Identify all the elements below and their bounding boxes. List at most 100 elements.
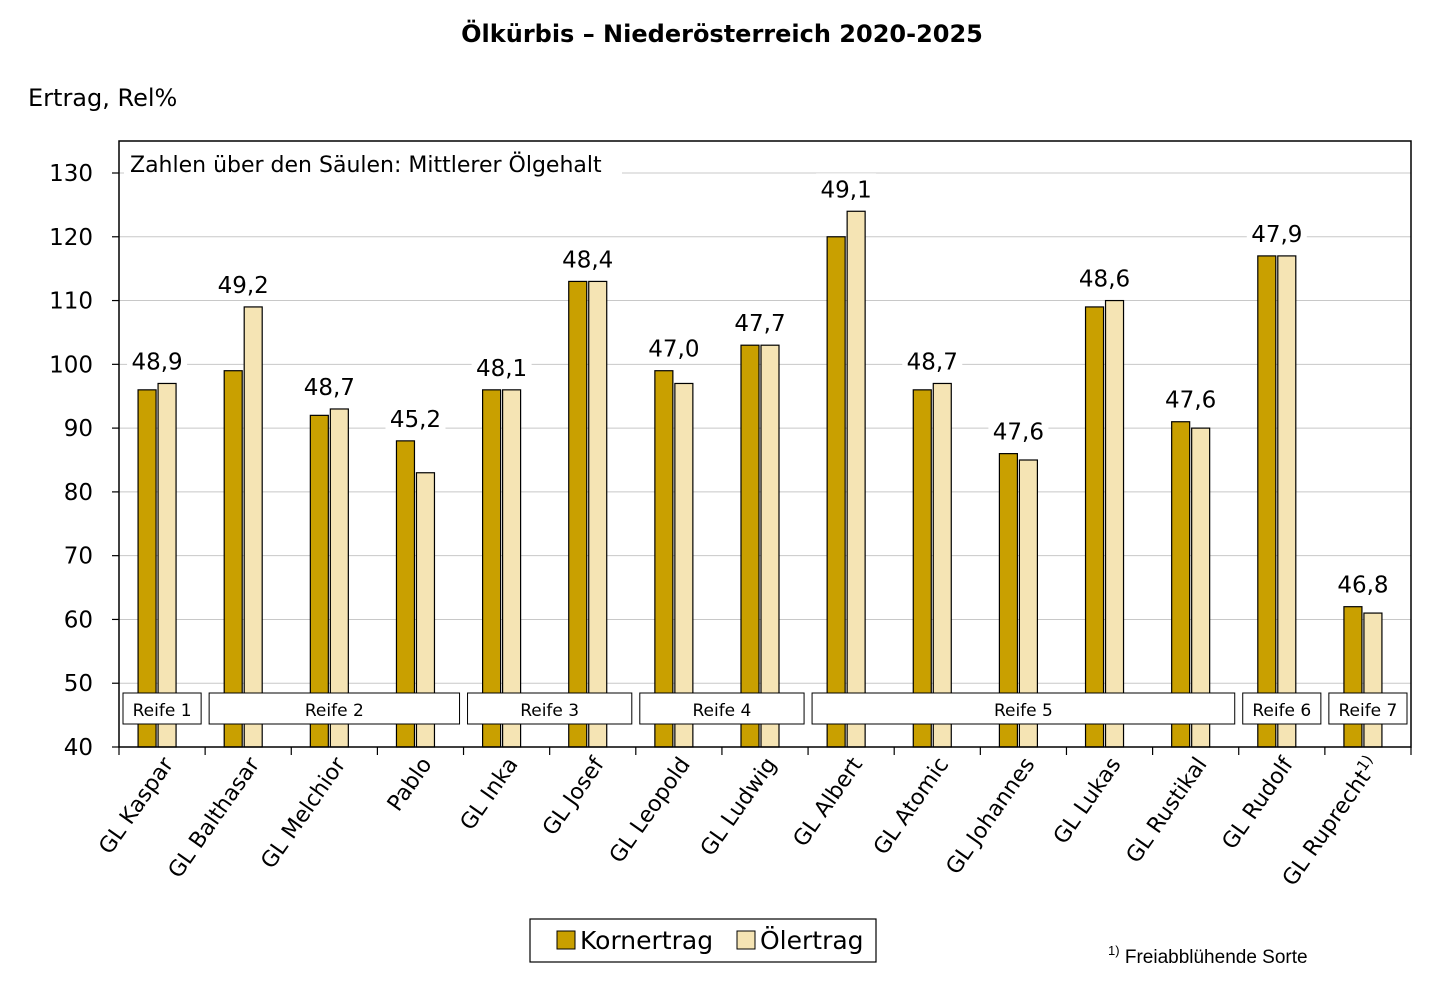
footnote-marker: 1) bbox=[1108, 943, 1120, 958]
oil-label-bg-4 bbox=[471, 351, 532, 382]
category-label-8: GL Albert bbox=[789, 753, 869, 852]
oil-label-5: 48,4 bbox=[562, 247, 613, 273]
category-label-7: GL Ludwig bbox=[696, 753, 782, 861]
oil-label-bg-8 bbox=[816, 173, 877, 204]
oil-label-1: 49,2 bbox=[218, 273, 269, 299]
oil-label-9: 48,7 bbox=[907, 349, 958, 375]
category-label-2: GL Melchior bbox=[256, 752, 351, 873]
x-axis bbox=[118, 747, 1412, 755]
bar-oelertrag-8 bbox=[846, 210, 866, 748]
category-label-5: GL Josef bbox=[538, 752, 610, 840]
oil-label-11: 48,6 bbox=[1079, 267, 1130, 293]
category-label-3: Pablo bbox=[383, 753, 437, 816]
oil-label-bg-6 bbox=[643, 332, 704, 363]
category-label-0: GL Kaspar bbox=[94, 752, 179, 859]
maturity-box-2 bbox=[208, 692, 461, 725]
category-label-13: GL Rudolf bbox=[1218, 752, 1300, 854]
oil-label-2: 48,7 bbox=[304, 375, 355, 401]
bar-oelertrag-5 bbox=[588, 280, 608, 748]
svg-text:1) Freiabblühende Sorte: 1) Freiabblühende Sorte bbox=[1108, 939, 1308, 968]
oil-label-8: 49,1 bbox=[821, 177, 872, 203]
maturity-box-1 bbox=[122, 692, 202, 725]
oil-label-bg-0 bbox=[127, 345, 188, 376]
category-label-11: GL Lukas bbox=[1049, 753, 1127, 849]
bar-kornertrag-5 bbox=[568, 280, 588, 748]
bar-oelertrag-1 bbox=[243, 306, 263, 748]
oil-content-labels: 48,9 49,2 48,7 45,2 48,1 48,4 47,0 47,7 49,1 48,7… bbox=[127, 173, 1393, 599]
bar-oelertrag-6 bbox=[674, 382, 694, 748]
oil-label-bg-2 bbox=[299, 370, 360, 401]
oil-label-13: 47,9 bbox=[1251, 222, 1302, 248]
category-label-4: GL Inka bbox=[456, 753, 524, 835]
oil-label-bg-11 bbox=[1074, 262, 1135, 293]
oil-label-0: 48,9 bbox=[131, 349, 182, 375]
y-tick-label-130: 130 bbox=[49, 161, 93, 187]
footnote: 1) Freiabblühende Sorte bbox=[1108, 939, 1308, 968]
maturity-label-2: Reife 2 bbox=[305, 701, 364, 721]
oil-label-12: 47,6 bbox=[1165, 388, 1216, 414]
maturity-label-7: Reife 7 bbox=[1338, 701, 1397, 721]
y-tick-label-70: 70 bbox=[64, 544, 93, 570]
annotation-text: Zahlen über den Säulen: Mittlerer Ölgeha… bbox=[130, 152, 602, 178]
oil-label-14: 46,8 bbox=[1337, 573, 1388, 599]
category-label-12: GL Rustikal bbox=[1122, 753, 1213, 868]
legend-swatch-kornertrag bbox=[556, 930, 576, 950]
y-tick-label-110: 110 bbox=[49, 289, 93, 315]
maturity-box-6 bbox=[1242, 692, 1322, 725]
maturity-box-7 bbox=[1328, 692, 1408, 725]
oil-label-10: 47,6 bbox=[993, 420, 1044, 446]
legend-label-oelertrag: Ölertrag bbox=[760, 926, 864, 955]
maturity-label-6: Reife 6 bbox=[1252, 701, 1311, 721]
oil-label-bg-5 bbox=[557, 243, 618, 274]
oil-label-7: 47,7 bbox=[734, 311, 785, 337]
bars bbox=[137, 210, 1383, 748]
bar-oelertrag-9 bbox=[932, 382, 952, 748]
maturity-label-1: Reife 1 bbox=[133, 701, 192, 721]
oil-label-3: 45,2 bbox=[390, 407, 441, 433]
oil-label-bg-7 bbox=[730, 307, 790, 338]
footnote-text: Freiabblühende Sorte bbox=[1125, 947, 1308, 968]
y-tick-label-80: 80 bbox=[64, 480, 93, 506]
category-label-6: GL Leopold bbox=[605, 753, 696, 868]
y-tick-label-40: 40 bbox=[64, 735, 93, 761]
bar-kornertrag-14 bbox=[1343, 606, 1363, 748]
oil-label-bg-1 bbox=[213, 268, 274, 299]
y-tick-label-90: 90 bbox=[64, 416, 93, 442]
category-label-1: GL Balthasar bbox=[164, 752, 266, 883]
legend-swatch-oelertrag bbox=[736, 930, 756, 950]
maturity-groups: Reife 1 Reife 2 Reife 3 Reife 4 Reife 5 Reife… bbox=[122, 692, 1408, 725]
maturity-label-3: Reife 3 bbox=[520, 701, 579, 721]
oil-label-bg-9 bbox=[902, 345, 963, 376]
bar-kornertrag-7 bbox=[740, 344, 760, 748]
bar-kornertrag-6 bbox=[654, 370, 674, 748]
bar-kornertrag-11 bbox=[1084, 306, 1105, 748]
y-tick-label-120: 120 bbox=[49, 225, 93, 251]
category-label-text-14: GL Ruprecht bbox=[1278, 765, 1376, 890]
category-label-10: GL Johannes bbox=[942, 753, 1041, 879]
y-tick-label-60: 60 bbox=[64, 607, 93, 633]
legend: Kornertrag Ölertrag bbox=[529, 918, 877, 963]
y-tick-label-100: 100 bbox=[49, 352, 93, 378]
maturity-box-4 bbox=[639, 692, 805, 725]
bar-oelertrag-14 bbox=[1363, 612, 1383, 748]
oil-label-bg-14 bbox=[1332, 568, 1393, 599]
oil-label-bg-13 bbox=[1246, 217, 1307, 248]
maturity-label-5: Reife 5 bbox=[994, 701, 1053, 721]
annotation-box: Zahlen über den Säulen: Mittlerer Ölgeha… bbox=[124, 148, 622, 182]
oil-label-bg-3 bbox=[385, 402, 446, 433]
bar-oelertrag-11 bbox=[1104, 299, 1125, 748]
oil-label-4: 48,1 bbox=[476, 356, 527, 382]
bar-oelertrag-13 bbox=[1277, 255, 1297, 748]
oil-label-bg-10 bbox=[988, 415, 1049, 446]
y-tick-label-50: 50 bbox=[64, 671, 93, 697]
bar-kornertrag-13 bbox=[1257, 255, 1277, 748]
legend-box bbox=[529, 918, 877, 963]
category-label-9: GL Atomic bbox=[869, 753, 954, 860]
legend-label-kornertrag: Kornertrag bbox=[580, 926, 713, 955]
bar-oelertrag-0 bbox=[157, 382, 177, 748]
chart-title: Ölkürbis – Niederösterreich 2020-2025 bbox=[461, 18, 983, 48]
maturity-box-5 bbox=[811, 692, 1236, 725]
oil-label-6: 47,0 bbox=[648, 337, 699, 363]
